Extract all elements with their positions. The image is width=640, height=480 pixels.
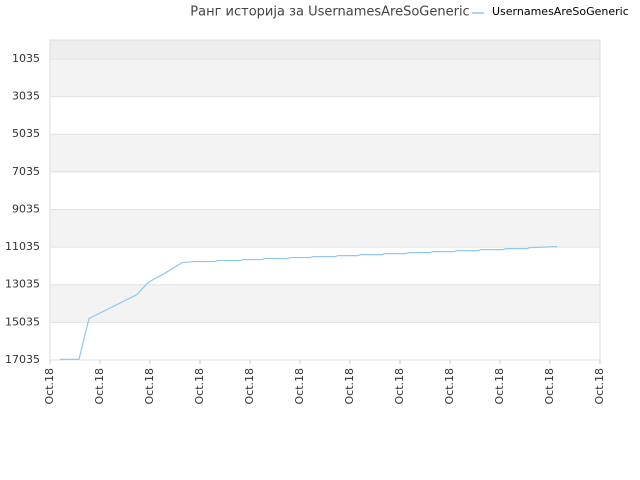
x-tick-label: Oct.18 xyxy=(143,368,156,405)
x-tick-label: Oct.18 xyxy=(593,368,606,405)
plot-band xyxy=(50,209,600,248)
y-tick-label: 9035 xyxy=(12,202,40,215)
x-tick-label: Oct.18 xyxy=(193,368,206,405)
plot-band xyxy=(50,40,600,59)
x-tick-label: Oct.18 xyxy=(493,368,506,405)
y-tick-label: 11035 xyxy=(5,240,40,253)
plot-band xyxy=(50,284,600,323)
x-tick-label: Oct.18 xyxy=(93,368,106,405)
x-tick-label: Oct.18 xyxy=(443,368,456,405)
plot-band xyxy=(50,247,600,285)
x-tick-label: Oct.18 xyxy=(43,368,56,405)
plot-band xyxy=(50,322,600,360)
plot-band xyxy=(50,58,600,97)
x-tick-label: Oct.18 xyxy=(543,368,556,405)
chart-title: Ранг историја за UsernamesAreSoGeneric xyxy=(190,5,469,20)
y-tick-label: 7035 xyxy=(12,165,40,178)
plot-band xyxy=(50,96,600,135)
y-tick-label: 13035 xyxy=(5,278,40,291)
y-tick-label: 15035 xyxy=(5,315,40,328)
plot-band xyxy=(50,171,600,210)
legend-label: UsernamesAreSoGeneric xyxy=(492,5,629,18)
y-tick-label: 17035 xyxy=(5,353,40,366)
x-tick-label: Oct.18 xyxy=(393,368,406,405)
plot-band xyxy=(50,134,600,172)
y-tick-label: 5035 xyxy=(12,127,40,140)
x-tick-label: Oct.18 xyxy=(293,368,306,405)
x-tick-label: Oct.18 xyxy=(243,368,256,405)
y-tick-label: 3035 xyxy=(12,90,40,103)
y-tick-label: 1035 xyxy=(12,52,40,65)
line-series xyxy=(60,246,558,360)
x-tick-label: Oct.18 xyxy=(343,368,356,405)
